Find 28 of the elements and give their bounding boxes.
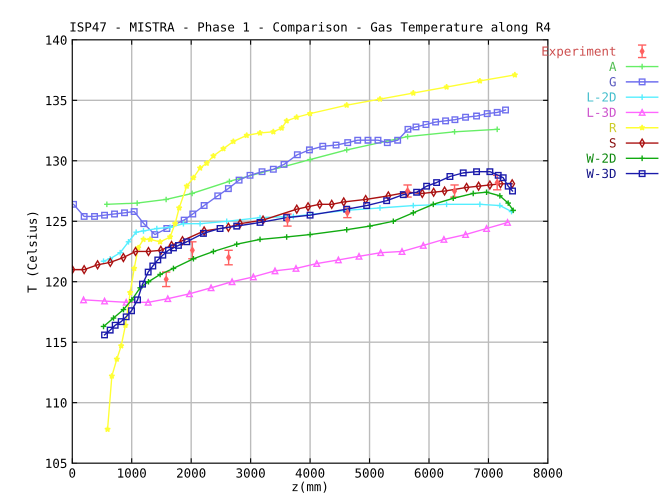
x-tick-label: 1000 <box>118 468 146 478</box>
y-tick-label: 140 <box>46 35 67 45</box>
y-tick-label: 125 <box>46 216 66 226</box>
chart-title: ISP47 - MISTRA - Phase 1 - Comparison - Gas Temperature along R4 <box>70 22 550 34</box>
legend-label: R <box>610 123 616 132</box>
legend-label: A <box>609 62 616 71</box>
y-axis-title: T (Celsius) <box>27 212 38 293</box>
legend-label: S <box>610 138 616 148</box>
legend-label: L-3D <box>588 108 616 118</box>
y-tick-label: 110 <box>46 398 67 408</box>
legend-label: W-3D <box>586 168 616 178</box>
x-tick-label: 0 <box>69 468 76 478</box>
x-tick-label: 8000 <box>534 468 562 478</box>
legend-label: W-2D <box>586 153 616 163</box>
y-tick-label: 130 <box>46 156 67 166</box>
y-tick-label: 105 <box>46 458 66 468</box>
x-tick-label: 3000 <box>236 468 265 478</box>
x-tick-label: 7000 <box>474 468 503 478</box>
y-tick-label: 135 <box>46 96 66 106</box>
x-tick-label: 5000 <box>355 468 384 478</box>
x-axis-title: z(mm) <box>292 482 326 493</box>
legend-label: L-2D <box>588 92 616 102</box>
x-tick-label: 4000 <box>296 468 324 478</box>
legend-label: G <box>610 76 616 86</box>
x-tick-label: 6000 <box>414 468 444 478</box>
x-tick-label: 2000 <box>177 468 206 478</box>
y-tick-label: 120 <box>46 277 67 287</box>
y-tick-label: 115 <box>46 338 66 348</box>
